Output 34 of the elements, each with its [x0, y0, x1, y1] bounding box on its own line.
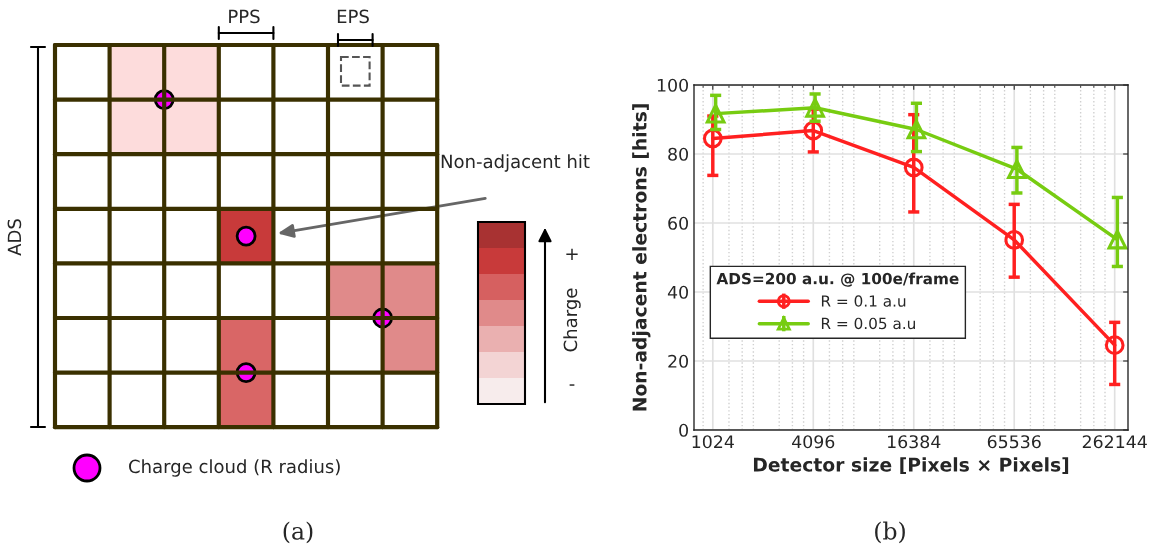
x-tick-label: 4096	[792, 435, 835, 449]
point	[705, 103, 726, 124]
legend-label: R = 0.05 a.u	[821, 317, 915, 330]
point	[1104, 335, 1125, 355]
point	[805, 97, 825, 118]
x-tick-label: 65536	[987, 435, 1041, 449]
y-tick-label: 100	[657, 78, 688, 92]
x-tick-label: 16384	[888, 435, 941, 449]
text: +	[566, 248, 578, 260]
text: Non-adjacent hit	[441, 154, 590, 172]
legend-title: ADS=200 a.u. @ 100e/frame	[716, 272, 959, 287]
text: ADS	[7, 219, 22, 256]
point	[1004, 230, 1025, 250]
text: (b)	[875, 521, 905, 544]
y-axis-title: Non-adjacent electrons [hits]	[632, 104, 651, 411]
point	[1007, 159, 1027, 180]
text: Charge	[563, 288, 581, 352]
text: PPS	[229, 9, 260, 24]
y-tick-label: 80	[668, 147, 688, 161]
text: -	[569, 384, 575, 386]
x-tick-label: 1024	[692, 435, 734, 449]
point	[903, 157, 924, 178]
y-tick-label: 60	[668, 216, 688, 230]
y-tick-label: 40	[667, 285, 688, 299]
text: Charge cloud (R radius)	[129, 459, 340, 477]
x-tick-label: 262144	[1082, 435, 1147, 449]
point	[906, 119, 927, 140]
y-tick-label: 20	[668, 354, 688, 368]
x-axis-title: Detector size [Pixels × Pixels]	[753, 457, 1069, 474]
legend-label: R = 0.1 a.u	[821, 295, 906, 307]
point	[1107, 229, 1128, 250]
text: (a)	[283, 521, 313, 544]
y-tick-label: 0	[679, 423, 688, 437]
text: EPS	[337, 9, 369, 24]
